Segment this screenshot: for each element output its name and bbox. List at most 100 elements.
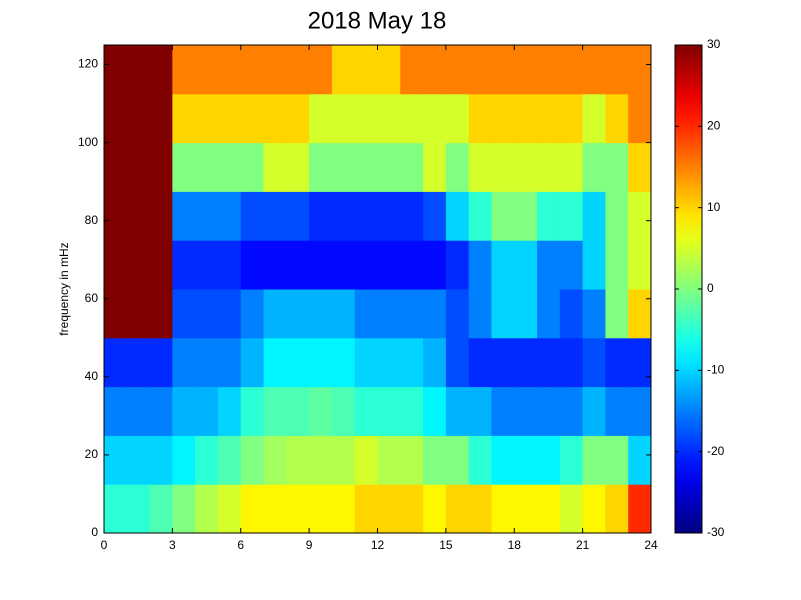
heatmap-cell xyxy=(537,337,561,388)
heatmap-cell xyxy=(605,142,629,192)
heatmap-cell xyxy=(240,93,265,144)
heatmap-cell xyxy=(354,93,378,144)
heatmap-cell xyxy=(468,337,492,388)
heatmap-cell xyxy=(104,435,128,485)
heatmap-cell xyxy=(286,240,310,290)
heatmap-cell xyxy=(423,337,447,388)
heatmap-cell xyxy=(582,289,606,339)
x-tick-label: 18 xyxy=(508,538,522,552)
heatmap-cell xyxy=(263,45,287,95)
heatmap-cell xyxy=(286,386,310,436)
heatmap-cell xyxy=(491,386,515,436)
heatmap-cell xyxy=(445,484,470,534)
heatmap-cell xyxy=(445,289,470,339)
heatmap-cell xyxy=(537,191,561,241)
heatmap-cell xyxy=(559,289,584,339)
heatmap-cell xyxy=(537,240,561,290)
heatmap-cell xyxy=(331,289,356,339)
heatmap-cell xyxy=(582,337,606,388)
y-tick-label: 80 xyxy=(85,213,99,227)
heatmap-cell xyxy=(172,435,196,485)
heatmap-cell xyxy=(126,386,151,436)
heatmap-cell xyxy=(195,93,219,144)
heatmap-cell xyxy=(491,240,515,290)
heatmap-cell xyxy=(559,142,584,192)
heatmap-cell xyxy=(240,191,265,241)
heatmap-cell xyxy=(331,386,356,436)
heatmap-cell xyxy=(354,191,378,241)
heatmap-cell xyxy=(309,289,333,339)
heatmap-cell xyxy=(468,191,492,241)
heatmap-cell xyxy=(514,93,538,144)
heatmap-cell xyxy=(217,45,242,95)
heatmap-cell xyxy=(400,240,424,290)
heatmap-cell xyxy=(195,289,219,339)
heatmap-cell xyxy=(559,191,584,241)
heatmap-cell xyxy=(445,240,470,290)
heatmap-cell xyxy=(263,240,287,290)
heatmap-cell xyxy=(628,484,652,534)
heatmap-cell xyxy=(331,45,356,95)
heatmap-cell xyxy=(149,289,173,339)
heatmap-cell xyxy=(628,386,652,436)
x-tick-label: 3 xyxy=(169,538,176,552)
heatmap-cell xyxy=(377,240,401,290)
heatmap-cell xyxy=(309,142,333,192)
heatmap-cell xyxy=(217,240,242,290)
heatmap-cell xyxy=(172,142,196,192)
heatmap-cell xyxy=(445,45,470,95)
heatmap-cell xyxy=(286,93,310,144)
heatmap-cell xyxy=(240,337,265,388)
heatmap-cell xyxy=(217,93,242,144)
heatmap-cell xyxy=(491,93,515,144)
heatmap-cell xyxy=(377,45,401,95)
heatmap-cell xyxy=(286,191,310,241)
heatmap-cell xyxy=(240,435,265,485)
heatmap-cell xyxy=(104,289,128,339)
heatmap-cell xyxy=(491,45,515,95)
chart-title: 2018 May 18 xyxy=(308,7,447,34)
heatmap-cell xyxy=(263,484,287,534)
heatmap-cell xyxy=(468,435,492,485)
heatmap-cell xyxy=(195,191,219,241)
heatmap-cell xyxy=(309,435,333,485)
heatmap-cell xyxy=(240,45,265,95)
heatmap-cell xyxy=(195,337,219,388)
heatmap-cell xyxy=(400,45,424,95)
heatmap-cell xyxy=(172,337,196,388)
heatmap-cell xyxy=(331,142,356,192)
heatmap-cell xyxy=(309,191,333,241)
heatmap-cell xyxy=(104,386,128,436)
x-tick-label: 12 xyxy=(371,538,385,552)
heatmap-cell xyxy=(172,191,196,241)
heatmap-cell xyxy=(172,240,196,290)
heatmap-cell xyxy=(195,142,219,192)
heatmap-cell xyxy=(240,484,265,534)
heatmap-cell xyxy=(491,191,515,241)
heatmap-cell xyxy=(217,337,242,388)
heatmap-cell xyxy=(423,289,447,339)
heatmap-cell xyxy=(354,142,378,192)
heatmap-cell xyxy=(559,240,584,290)
heatmap-cell xyxy=(559,93,584,144)
heatmap-cell xyxy=(195,484,219,534)
x-tick-label: 24 xyxy=(644,538,658,552)
heatmap-cell xyxy=(582,142,606,192)
heatmap-cell xyxy=(195,386,219,436)
heatmap-cell xyxy=(354,337,378,388)
heatmap-cell xyxy=(149,240,173,290)
heatmap-cell xyxy=(537,435,561,485)
y-tick-label: 0 xyxy=(91,525,98,539)
heatmap-cell xyxy=(286,337,310,388)
heatmap-cell xyxy=(126,289,151,339)
heatmap-cell xyxy=(468,240,492,290)
heatmap-cell xyxy=(217,289,242,339)
heatmap-cell xyxy=(582,45,606,95)
heatmap-cell xyxy=(423,386,447,436)
heatmap-cell xyxy=(331,191,356,241)
heatmap-cell xyxy=(263,142,287,192)
heatmap-cell xyxy=(104,484,128,534)
heatmap-cell xyxy=(423,142,447,192)
heatmap-cell xyxy=(286,289,310,339)
